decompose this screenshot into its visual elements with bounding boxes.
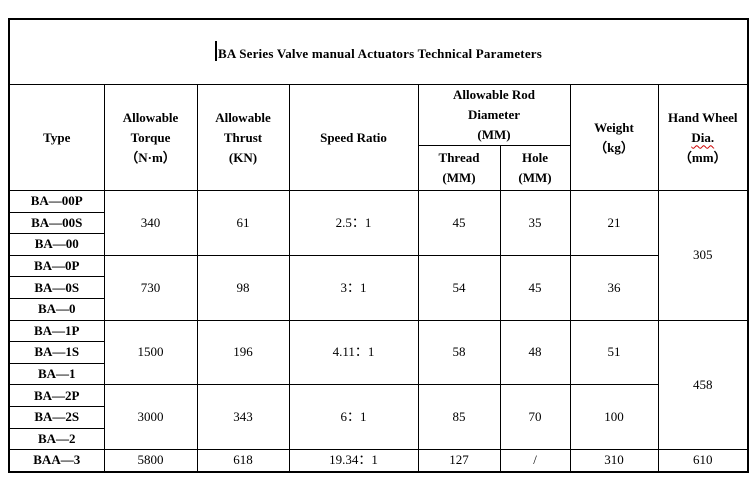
weight-value: 36 <box>569 254 659 321</box>
torque-value: 340 <box>103 190 198 256</box>
thrust-value: 343 <box>196 384 290 451</box>
table-row: BA—1P 1500 196 4.11：1 58 48 51 458 <box>8 319 749 451</box>
thrust-value: 98 <box>196 254 290 321</box>
type-cell: BA—00 <box>8 233 105 256</box>
thrust-value: 618 <box>196 449 290 473</box>
hand-wheel-value: 458 <box>657 319 749 451</box>
thread-value: 58 <box>417 319 501 386</box>
type-cell: BA—1 <box>8 362 105 386</box>
table-row: BA—00S <box>8 211 748 235</box>
weight-value: 21 <box>569 190 659 256</box>
hole-value: 48 <box>499 319 571 386</box>
hole-value: 70 <box>499 384 571 451</box>
hole-value: / <box>499 449 571 473</box>
col-header-rod-diameter: Allowable Rod Diameter (MM) <box>417 84 571 146</box>
table-row: BAA—3 5800 618 19.34：1 127 / 310 610 <box>8 449 749 473</box>
hand-wheel-label-dia: Dia. <box>691 129 715 145</box>
speed-ratio-value: 3：1 <box>288 254 419 321</box>
type-cell: BA—0 <box>8 297 105 321</box>
thrust-value: 61 <box>196 190 290 256</box>
type-cell: BA—00S <box>8 211 105 235</box>
col-header-thread: Thread (MM) <box>417 145 501 191</box>
table-title-cell: BA Series Valve manual Actuators Technic… <box>8 18 749 85</box>
speed-ratio-value: 4.11：1 <box>288 319 419 386</box>
torque-value: 3000 <box>103 384 198 451</box>
type-cell: BA—2 <box>8 427 105 451</box>
torque-value: 730 <box>103 254 198 321</box>
text-cursor <box>215 40 217 61</box>
weight-value: 51 <box>569 319 659 386</box>
hole-value: 45 <box>499 254 571 321</box>
col-header-thrust: Allowable Thrust (KN) <box>196 84 290 191</box>
type-cell: BA—0P <box>8 254 105 278</box>
type-cell: BA—00P <box>8 190 105 213</box>
hand-wheel-label-line1: Hand Wheel <box>668 109 738 125</box>
title-row: BA Series Valve manual Actuators Technic… <box>8 18 749 85</box>
thread-value: 54 <box>417 254 501 321</box>
col-header-hand-wheel: Hand Wheel Dia. （mm） <box>657 84 749 191</box>
header-row-1: Type Allowable Torque （N·m） Allowable Th… <box>8 84 749 191</box>
thread-value: 45 <box>417 190 501 256</box>
hand-wheel-value: 305 <box>657 190 749 321</box>
speed-ratio-value: 2.5：1 <box>288 190 419 256</box>
torque-value: 5800 <box>103 449 198 473</box>
table-row: BA—2 <box>8 427 748 451</box>
table-row: BA—00P 340 61 2.5：1 45 35 21 305 <box>8 190 749 321</box>
thrust-value: 196 <box>196 319 290 386</box>
col-header-type: Type <box>8 84 105 191</box>
table-row: BA—0P 730 98 3：1 54 45 36 <box>8 254 748 321</box>
table-row: BA—0S <box>8 276 748 299</box>
torque-value: 1500 <box>103 319 198 386</box>
page-title: BA Series Valve manual Actuators Technic… <box>218 45 543 61</box>
parameters-table: BA Series Valve manual Actuators Technic… <box>8 18 750 473</box>
weight-value: 310 <box>569 449 659 473</box>
table-row: BA—2S <box>8 405 748 429</box>
type-cell: BA—2P <box>8 384 105 407</box>
speed-ratio-value: 19.34：1 <box>288 449 419 473</box>
type-cell: BAA—3 <box>8 449 105 473</box>
col-header-speed-ratio: Speed Ratio <box>288 84 419 191</box>
type-cell: BA—1P <box>8 319 105 343</box>
thread-value: 127 <box>417 449 501 473</box>
hand-wheel-label-unit: （mm） <box>678 149 727 165</box>
col-header-torque: Allowable Torque （N·m） <box>103 84 198 191</box>
type-cell: BA—1S <box>8 341 105 364</box>
table-row: BA—00 <box>8 233 748 256</box>
hole-value: 35 <box>499 190 571 256</box>
speed-ratio-value: 6：1 <box>288 384 419 451</box>
table-row: BA—2P 3000 343 6：1 85 70 100 <box>8 384 748 451</box>
col-header-hole: Hole (MM) <box>499 145 571 191</box>
weight-value: 100 <box>569 384 659 451</box>
hand-wheel-value: 610 <box>657 449 749 473</box>
header-row-2: Thread (MM) Hole (MM) <box>9 145 748 191</box>
type-cell: BA—2S <box>8 405 105 429</box>
thread-value: 85 <box>417 384 501 451</box>
type-cell: BA—0S <box>8 276 105 299</box>
col-header-weight: Weight （kg） <box>569 84 659 191</box>
